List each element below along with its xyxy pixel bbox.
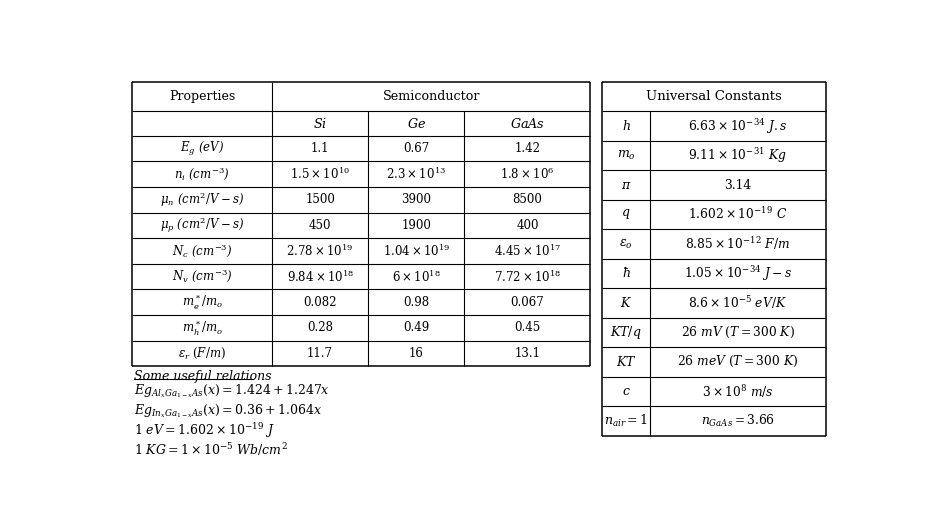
Text: $26$ $meV$ $(T = 300$ $K)$: $26$ $meV$ $(T = 300$ $K)$ (677, 354, 799, 370)
Text: 16: 16 (409, 347, 424, 360)
Text: $N_v$ ($cm^{-3}$): $N_v$ ($cm^{-3}$) (172, 268, 233, 285)
Text: $q$: $q$ (621, 208, 630, 222)
Text: $h$: $h$ (622, 119, 630, 133)
Text: 450: 450 (309, 219, 331, 232)
Text: $6 \times 10^{18}$: $6 \times 10^{18}$ (392, 269, 440, 285)
Text: $\mu_p$ ($cm^2/V - s$): $\mu_p$ ($cm^2/V - s$) (160, 215, 244, 235)
Text: 11.7: 11.7 (307, 347, 333, 360)
Text: 1.1: 1.1 (311, 142, 330, 155)
Text: $1.8 \times 10^{6}$: $1.8 \times 10^{6}$ (500, 166, 555, 182)
Text: $7.72 \times 10^{18}$: $7.72 \times 10^{18}$ (493, 269, 561, 285)
Text: $Eg_{In_xGa_{1-x}As}(x) = 0.36 + 1.064x$: $Eg_{In_xGa_{1-x}As}(x) = 0.36 + 1.064x$ (134, 402, 323, 420)
Text: 0.067: 0.067 (510, 296, 545, 309)
Text: $2.78 \times 10^{19}$: $2.78 \times 10^{19}$ (287, 243, 354, 259)
Text: Some useful relations: Some useful relations (134, 370, 272, 383)
Text: 400: 400 (516, 219, 539, 232)
Text: $8.85 \times 10^{-12}$ $F/m$: $8.85 \times 10^{-12}$ $F/m$ (685, 235, 790, 252)
Text: $2.3 \times 10^{13}$: $2.3 \times 10^{13}$ (386, 166, 446, 182)
Text: $9.84 \times 10^{18}$: $9.84 \times 10^{18}$ (287, 269, 354, 285)
Text: $Eg_{Al_xGa_{1-x}As}(x) = 1.424 + 1.247x$: $Eg_{Al_xGa_{1-x}As}(x) = 1.424 + 1.247x… (134, 382, 331, 400)
Text: $\epsilon_r$ $(F/m)$: $\epsilon_r$ $(F/m)$ (178, 346, 226, 361)
Text: 0.28: 0.28 (307, 322, 333, 334)
Text: Properties: Properties (169, 90, 236, 103)
Text: $6.63 \times 10^{-34}$ $J.s$: $6.63 \times 10^{-34}$ $J.s$ (688, 117, 788, 136)
Text: $3 \times 10^{8}$ $m/s$: $3 \times 10^{8}$ $m/s$ (702, 383, 774, 400)
Text: $c$: $c$ (622, 385, 630, 398)
Text: $m_e^*/m_o$: $m_e^*/m_o$ (182, 293, 223, 312)
Text: $N_c$ ($cm^{-3}$): $N_c$ ($cm^{-3}$) (172, 242, 233, 260)
Text: 3900: 3900 (401, 193, 431, 206)
Text: 1900: 1900 (401, 219, 431, 232)
Text: Universal Constants: Universal Constants (646, 90, 782, 103)
Text: $E_g$ (eV): $E_g$ (eV) (180, 139, 224, 157)
Text: $\pi$: $\pi$ (621, 178, 631, 192)
Text: 0.98: 0.98 (403, 296, 429, 309)
Text: $KT/q$: $KT/q$ (610, 324, 641, 341)
Text: 1.42: 1.42 (515, 142, 540, 155)
Text: 0.45: 0.45 (514, 322, 541, 334)
Text: $8.6 \times 10^{-5}$ $eV/K$: $8.6 \times 10^{-5}$ $eV/K$ (688, 295, 788, 312)
Text: $\mathit{Si}$: $\mathit{Si}$ (313, 117, 327, 130)
Text: 13.1: 13.1 (515, 347, 540, 360)
Text: $\hbar$: $\hbar$ (622, 267, 630, 280)
Text: 3.14: 3.14 (724, 178, 751, 192)
Text: $1.5 \times 10^{10}$: $1.5 \times 10^{10}$ (290, 166, 350, 182)
Text: 8500: 8500 (512, 193, 543, 206)
Text: $\mathit{GaAs}$: $\mathit{GaAs}$ (510, 117, 545, 130)
Text: $1.602 \times 10^{-19}$ $C$: $1.602 \times 10^{-19}$ $C$ (688, 206, 788, 222)
Text: $m_h^*/m_o$: $m_h^*/m_o$ (182, 318, 223, 337)
Text: $1.05 \times 10^{-34}$ $J - s$: $1.05 \times 10^{-34}$ $J - s$ (684, 264, 791, 283)
Text: $K$: $K$ (620, 296, 632, 310)
Text: $\epsilon_o$: $\epsilon_o$ (619, 238, 633, 250)
Text: $n_i$ ($cm^{-3}$): $n_i$ ($cm^{-3}$) (174, 166, 230, 183)
Text: $m_o$: $m_o$ (616, 149, 635, 162)
Text: $4.45 \times 10^{17}$: $4.45 \times 10^{17}$ (493, 243, 561, 259)
Text: $KT$: $KT$ (615, 355, 636, 369)
Text: $n_{air} = 1$: $n_{air} = 1$ (604, 413, 648, 429)
Text: $\mathit{Ge}$: $\mathit{Ge}$ (407, 117, 425, 130)
Text: $1\ KG = 1 \times 10^{-5}\ Wb/cm^2$: $1\ KG = 1 \times 10^{-5}\ Wb/cm^2$ (134, 441, 289, 458)
Text: 0.49: 0.49 (403, 322, 429, 334)
Text: $9.11 \times 10^{-31}$ $Kg$: $9.11 \times 10^{-31}$ $Kg$ (689, 146, 788, 165)
Text: $26$ $mV$ $(T = 300$ $K)$: $26$ $mV$ $(T = 300$ $K)$ (681, 325, 795, 340)
Text: 0.67: 0.67 (403, 142, 429, 155)
Text: $\mu_n$ ($cm^2/V - s$): $\mu_n$ ($cm^2/V - s$) (160, 190, 244, 209)
Text: 0.082: 0.082 (304, 296, 337, 309)
Text: $n_{GaAs} = 3.66$: $n_{GaAs} = 3.66$ (701, 413, 775, 429)
Text: 1500: 1500 (305, 193, 335, 206)
Text: $1.04 \times 10^{19}$: $1.04 \times 10^{19}$ (383, 243, 450, 259)
Text: $1\ eV = 1.602 \times 10^{-19}\ J$: $1\ eV = 1.602 \times 10^{-19}\ J$ (134, 421, 276, 440)
Text: Semiconductor: Semiconductor (383, 90, 480, 103)
